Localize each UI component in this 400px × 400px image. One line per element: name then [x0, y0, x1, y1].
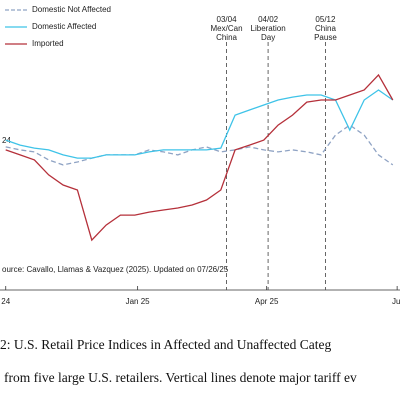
event-label: China [216, 33, 237, 42]
caption-line: 2: U.S. Retail Price Indices in Affected… [0, 337, 332, 352]
event-label: Liberation [251, 24, 286, 33]
event-label: Mex/Can [211, 24, 243, 33]
legend-label: Domestic Not Affected [32, 5, 111, 14]
series-line [5, 73, 394, 242]
series-line [5, 89, 394, 159]
x-tick-label: Jan 25 [126, 297, 151, 306]
event-label: Day [261, 33, 275, 42]
event-label: China [315, 24, 336, 33]
legend-label: Domestic Affected [32, 22, 96, 31]
x-tick-label: 24 [1, 297, 10, 306]
x-tick-label: Jul [392, 297, 400, 306]
series-line [5, 124, 394, 166]
caption-line: from five large U.S. retailers. Vertical… [4, 370, 357, 385]
event-label: Pause [314, 33, 337, 42]
event-label: 03/04 [217, 15, 238, 24]
x-tick-label: Apr 25 [255, 297, 279, 306]
event-label: 05/12 [315, 15, 336, 24]
source-note: ource: Cavallo, Llamas & Vazquez (2025).… [2, 265, 229, 274]
legend-label: Imported [32, 39, 64, 48]
event-label: 04/02 [258, 15, 279, 24]
